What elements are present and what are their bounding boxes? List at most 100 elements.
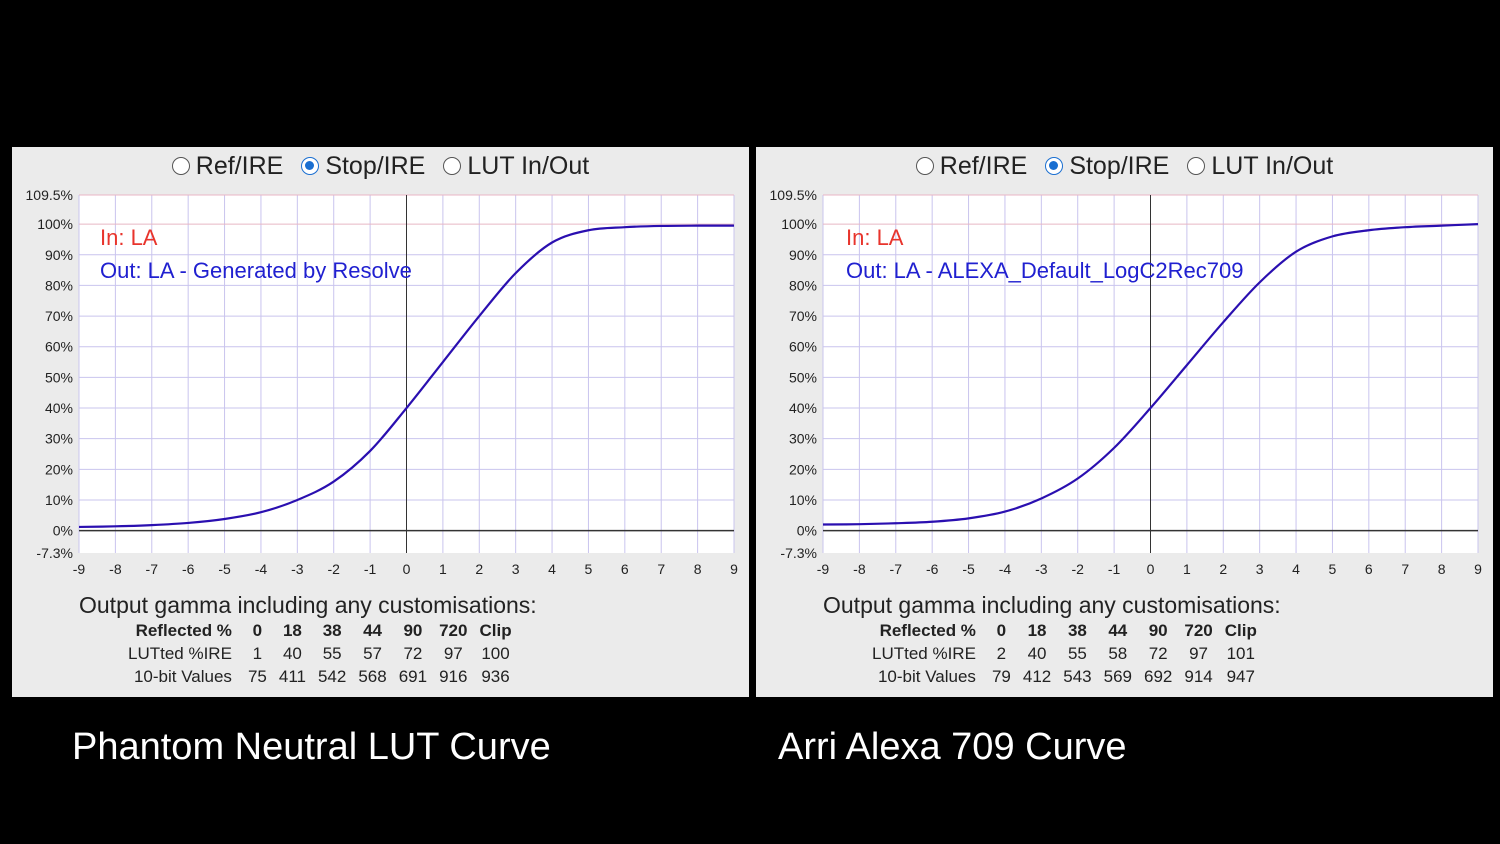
summary-table: Reflected % 0 18 38 44 90 720 Clip LUTte… xyxy=(122,619,518,688)
header-cell: 90 xyxy=(1148,620,1168,640)
caption-right: Arri Alexa 709 Curve xyxy=(778,726,1127,768)
y-tick-label: 60% xyxy=(789,339,817,355)
out-label: Out: LA - Generated by Resolve xyxy=(100,258,412,283)
y-tick-label: 109.5% xyxy=(770,187,817,203)
radio-stop-ire-circle[interactable] xyxy=(301,157,320,175)
x-tick-label: -7 xyxy=(890,561,903,577)
header-cell: Reflected % xyxy=(135,620,232,640)
table-cell: 72 xyxy=(1148,643,1168,663)
radio-lut-in-out-circle[interactable] xyxy=(1187,157,1206,175)
chart-grid: -9 -8 -7 -6 -5 -4 -3 -2 -1 0 1 2 3 4 5 6 7 8 9 -7.3% 0% 10% 20… xyxy=(770,187,1483,577)
x-tick-label: -3 xyxy=(291,561,304,577)
x-tick-label: -3 xyxy=(1035,561,1048,577)
x-tick-label: 9 xyxy=(1474,561,1482,577)
y-tick-label: 0% xyxy=(53,523,73,539)
table-cell: 914 xyxy=(1184,666,1213,686)
y-tick-label: 60% xyxy=(45,339,73,355)
table-cell: 75 xyxy=(247,666,267,686)
table-cell: 58 xyxy=(1108,643,1128,663)
y-tick-label: 80% xyxy=(45,277,73,293)
header-cell: Clip xyxy=(479,620,512,640)
in-label: In: LA xyxy=(100,225,158,250)
x-tick-label: 1 xyxy=(1183,561,1191,577)
y-tick-label: 90% xyxy=(789,247,817,263)
panel-right: Ref/IRE Stop/IRE LUT In/Out -9 -8 -7 -6 -5 -4… xyxy=(756,147,1493,697)
table-cell: 40 xyxy=(282,643,302,663)
x-tick-label: 3 xyxy=(512,561,520,577)
x-tick-label: -4 xyxy=(255,561,268,577)
table-cell: 55 xyxy=(1067,643,1087,663)
summary-title: Output gamma including any customisation… xyxy=(79,592,537,618)
table-cell: 97 xyxy=(443,643,463,663)
radio-lut-in-out-circle[interactable] xyxy=(443,157,462,175)
header-cell: 0 xyxy=(996,620,1007,640)
header-cell: 720 xyxy=(1184,620,1213,640)
in-label: In: LA xyxy=(846,225,904,250)
gamma-chart: -9 -8 -7 -6 -5 -4 -3 -2 -1 0 1 2 3 4 5 6 7 8 9 -7.3% 0% 10% 20… xyxy=(26,187,739,577)
x-tick-label: -1 xyxy=(364,561,377,577)
x-tick-label: -5 xyxy=(218,561,231,577)
x-tick-label: 0 xyxy=(1147,561,1155,577)
x-tick-label: -4 xyxy=(999,561,1012,577)
x-tick-label: -2 xyxy=(1071,561,1084,577)
radio-lut-in-out[interactable]: LUT In/Out xyxy=(1187,152,1333,181)
radio-ref-ire[interactable]: Ref/IRE xyxy=(915,152,1027,181)
x-tick-label: -8 xyxy=(109,561,122,577)
header-cell: 0 xyxy=(252,620,263,640)
y-tick-label: 40% xyxy=(789,400,817,416)
radio-stop-ire-label: Stop/IRE xyxy=(1069,151,1170,180)
y-tick-label: 30% xyxy=(789,431,817,447)
x-tick-label: 6 xyxy=(621,561,629,577)
x-tick-label: 8 xyxy=(1438,561,1446,577)
y-tick-label: 50% xyxy=(789,369,817,385)
chart-grid: -9 -8 -7 -6 -5 -4 -3 -2 -1 0 1 2 3 4 5 6 7 8 9 -7.3% 0% 10% 20… xyxy=(26,187,739,577)
x-tick-label: -5 xyxy=(962,561,975,577)
table-cell: 100 xyxy=(481,643,510,663)
x-tick-label: 2 xyxy=(475,561,483,577)
x-tick-label: 4 xyxy=(1292,561,1300,577)
x-tick-label: -6 xyxy=(182,561,195,577)
caption-left: Phantom Neutral LUT Curve xyxy=(72,726,551,768)
x-tick-label: -8 xyxy=(853,561,866,577)
summary-row-ire: LUTted %IRE 1 40 55 57 72 97 100 xyxy=(122,642,518,665)
table-cell: 543 xyxy=(1063,666,1092,686)
y-tick-label: 70% xyxy=(45,308,73,324)
radio-stop-ire-label: Stop/IRE xyxy=(325,151,426,180)
x-tick-label: 9 xyxy=(730,561,738,577)
x-tick-label: -7 xyxy=(146,561,159,577)
y-tick-label: 90% xyxy=(45,247,73,263)
y-tick-label: 109.5% xyxy=(26,187,73,203)
summary-header-row: Reflected % 0 18 38 44 90 720 Clip xyxy=(122,619,518,642)
radio-ref-ire-circle[interactable] xyxy=(915,157,934,175)
summary-row-10bit: 10-bit Values 75 411 542 568 691 916 936 xyxy=(122,665,518,688)
radio-stop-ire-circle[interactable] xyxy=(1045,157,1064,175)
summary-row-10bit: 10-bit Values 79 412 543 569 692 914 947 xyxy=(866,665,1263,688)
table-cell: 916 xyxy=(439,666,468,686)
x-tick-label: 5 xyxy=(585,561,593,577)
gamma-curve xyxy=(78,224,735,529)
radio-stop-ire[interactable]: Stop/IRE xyxy=(301,152,425,181)
radio-lut-in-out-label: LUT In/Out xyxy=(1211,151,1334,180)
table-cell: 691 xyxy=(398,666,428,686)
y-tick-label: 40% xyxy=(45,400,73,416)
radio-ref-ire[interactable]: Ref/IRE xyxy=(171,152,283,181)
radio-stop-ire[interactable]: Stop/IRE xyxy=(1045,152,1169,181)
radio-ref-ire-circle[interactable] xyxy=(171,157,190,175)
summary-row-ire: LUTted %IRE 2 40 55 58 72 97 101 xyxy=(866,642,1263,665)
x-tick-label: -9 xyxy=(817,561,830,577)
x-tick-label: 1 xyxy=(439,561,447,577)
header-cell: 18 xyxy=(1027,620,1047,640)
out-label: Out: LA - ALEXA_Default_LogC2Rec709 xyxy=(846,258,1243,283)
y-tick-label: -7.3% xyxy=(36,545,73,561)
x-tick-label: 7 xyxy=(1401,561,1409,577)
x-tick-label: 5 xyxy=(1329,561,1337,577)
table-cell: 569 xyxy=(1103,666,1132,686)
header-cell: 38 xyxy=(1067,620,1087,640)
y-tick-label: -7.3% xyxy=(780,545,817,561)
header-cell: Clip xyxy=(1224,620,1257,640)
y-tick-label: 20% xyxy=(789,461,817,477)
radio-lut-in-out[interactable]: LUT In/Out xyxy=(443,152,589,181)
header-cell: 720 xyxy=(439,620,468,640)
table-cell: 568 xyxy=(358,666,387,686)
table-cell: 2 xyxy=(996,643,1007,663)
